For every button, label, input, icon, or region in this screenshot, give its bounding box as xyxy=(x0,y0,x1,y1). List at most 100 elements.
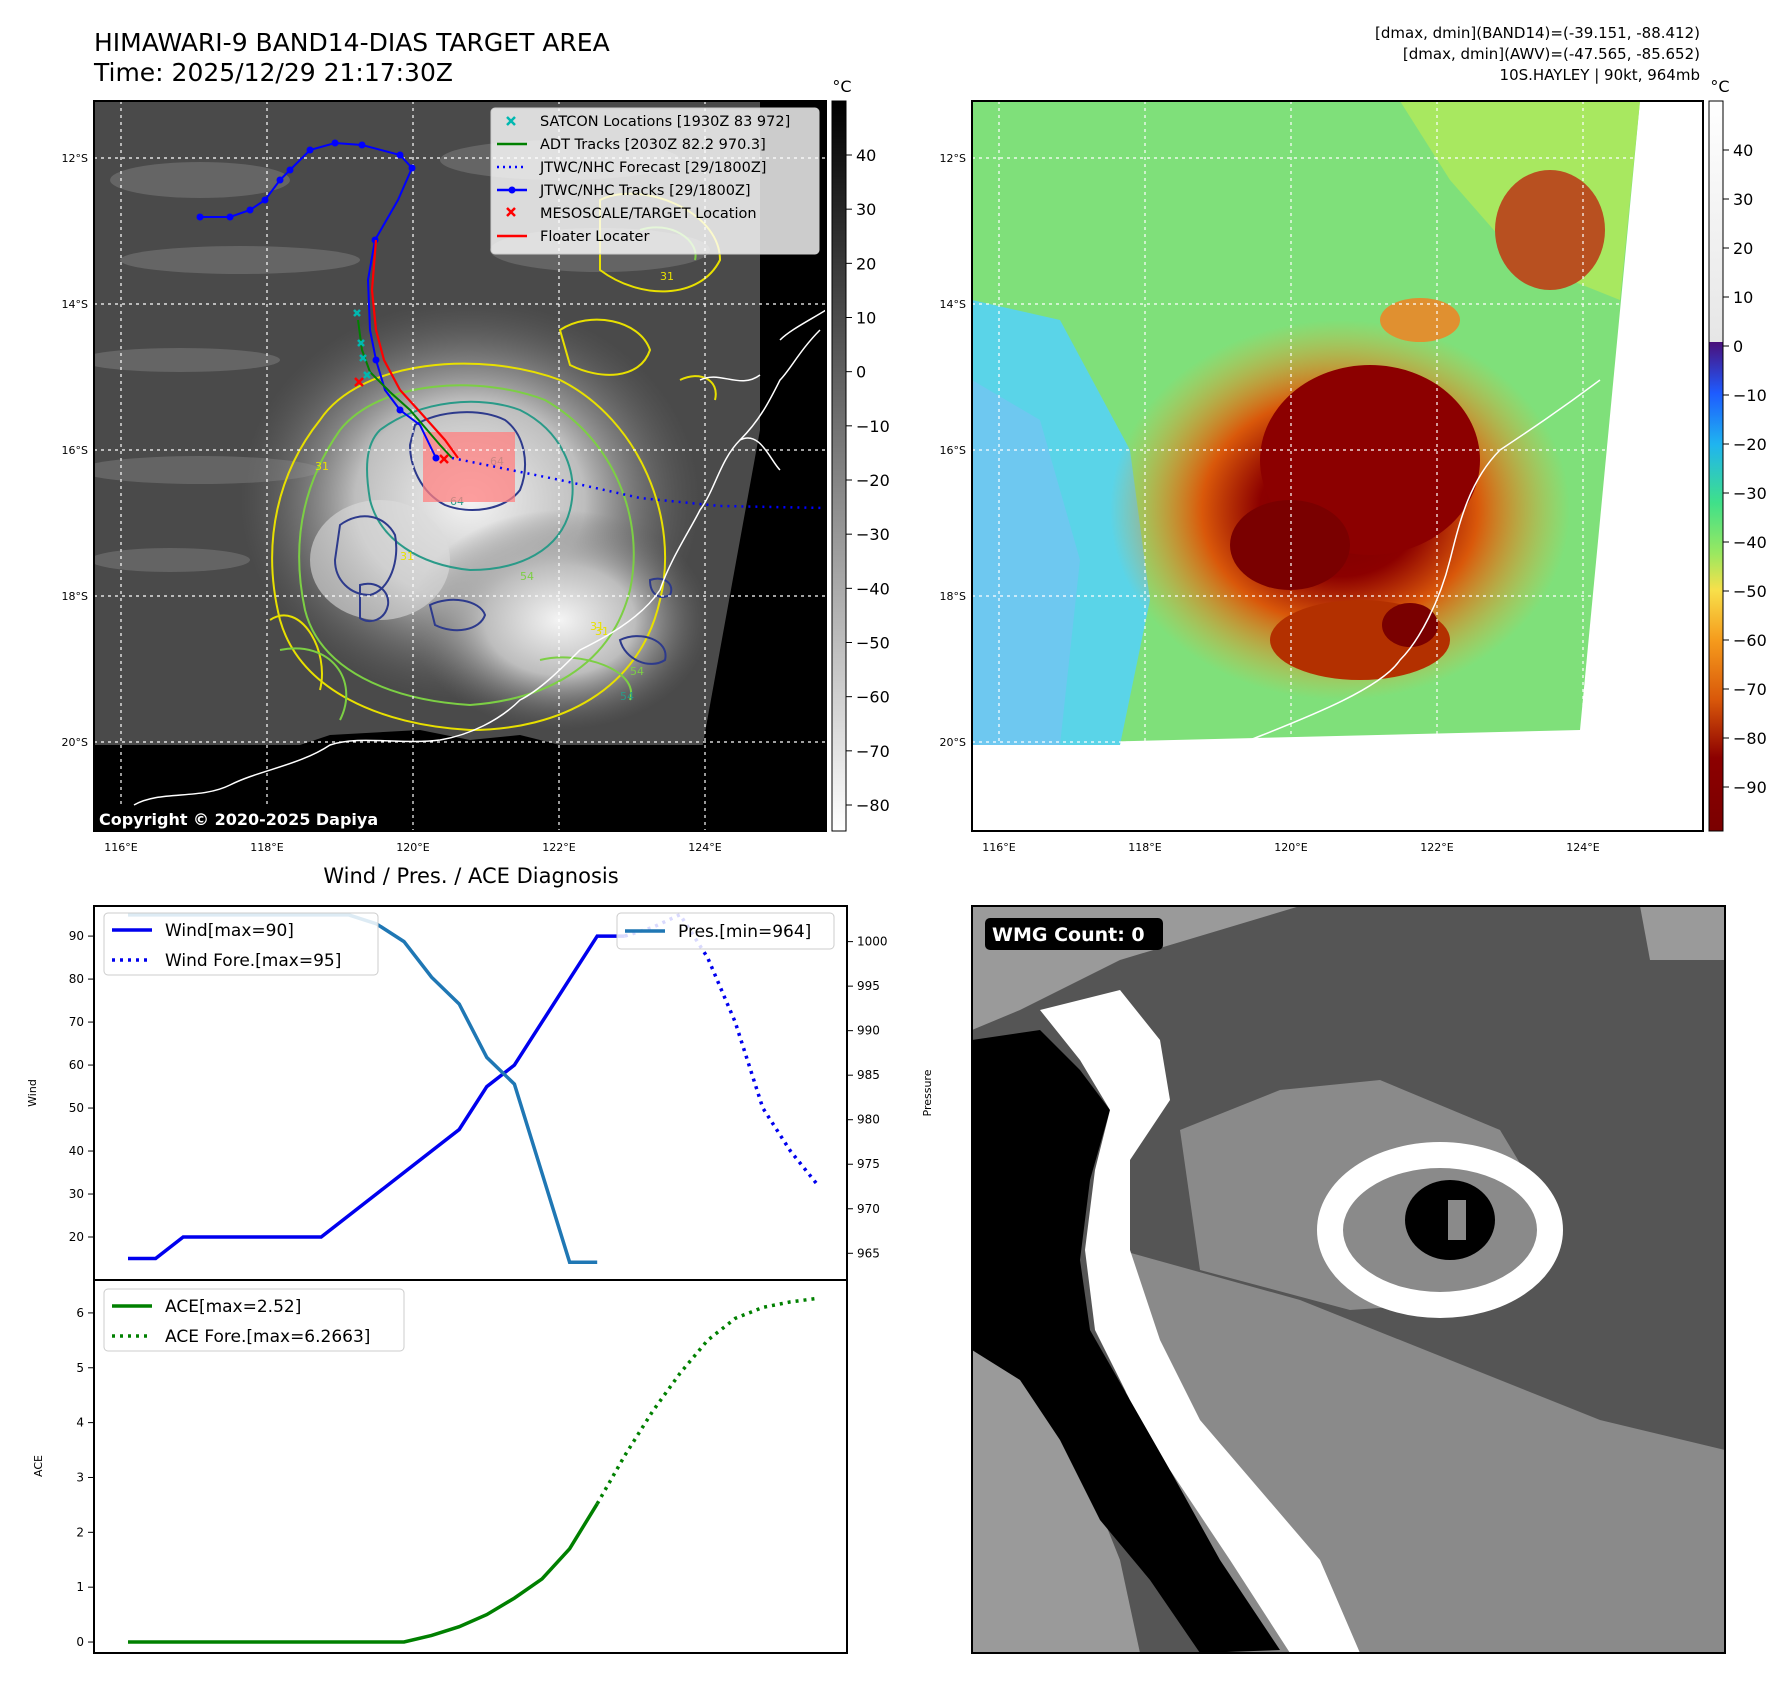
awv-colorbar-unit: °C xyxy=(1710,77,1729,96)
wind-tick: 60 xyxy=(69,1058,84,1072)
lon-tick: 116°E xyxy=(982,841,1015,854)
ir-colorbar-tick: −50 xyxy=(856,634,890,653)
awv-coastline xyxy=(1249,379,1601,741)
lon-tick: 118°E xyxy=(250,841,283,854)
ir-colorbar-tick: 40 xyxy=(856,146,876,165)
ace-series-line xyxy=(595,1296,819,1505)
ir-colorbar-tick: −30 xyxy=(856,525,890,544)
awv-colorbar-tick: −90 xyxy=(1733,778,1767,797)
lon-tick: 118°E xyxy=(1128,841,1161,854)
wind-legend xyxy=(103,912,379,976)
ace-tick: 2 xyxy=(76,1525,84,1539)
pressure-tick: 985 xyxy=(857,1068,880,1082)
ir-offdisk-area xyxy=(694,101,826,831)
lat-tick: 16°S xyxy=(940,444,966,457)
pressure-tick: 965 xyxy=(857,1246,880,1260)
ace-legend xyxy=(103,1288,405,1352)
wmg-black-band xyxy=(972,1030,1280,1653)
wmg-badge xyxy=(985,918,1163,950)
awv-colorbar-tick: 20 xyxy=(1733,239,1753,258)
legend-wind-fore-label: Wind Fore.[max=95] xyxy=(165,951,341,971)
wmg-white-band xyxy=(1040,990,1360,1653)
lat-tick: 12°S xyxy=(62,152,88,165)
lat-tick: 12°S xyxy=(940,152,966,165)
ir-colorbar-tick: −60 xyxy=(856,688,890,707)
ir-colorbar-tick: −20 xyxy=(856,471,890,490)
ace-tick: 3 xyxy=(76,1470,84,1484)
ir-legend: SATCON Locations [1930Z 83 972] ADT Trac… xyxy=(490,107,820,255)
lat-tick: 20°S xyxy=(62,736,88,749)
legend-label: MESOSCALE/TARGET Location xyxy=(540,206,757,222)
wmg-count-label: WMG Count: 0 xyxy=(992,924,1145,946)
ace-tick: 1 xyxy=(76,1580,84,1594)
awv-colorbar-tick: −80 xyxy=(1733,729,1767,748)
wind-tick: 20 xyxy=(69,1230,84,1244)
ir-map-frame xyxy=(93,100,827,832)
ir-colorbar-unit: °C xyxy=(832,77,851,96)
wind-tick: 80 xyxy=(69,972,84,986)
lon-tick: 124°E xyxy=(688,841,721,854)
pressure-tick: 990 xyxy=(857,1024,880,1038)
pressure-tick: 970 xyxy=(857,1202,880,1216)
ir-colorbar-tick: 20 xyxy=(856,254,876,273)
awv-colorbar-tick: −30 xyxy=(1733,484,1767,503)
ace-tick: 5 xyxy=(76,1361,84,1375)
wmg-frame xyxy=(971,905,1726,1654)
legend-ace-label: ACE[max=2.52] xyxy=(165,1297,301,1317)
awv-colorbar-tick: 40 xyxy=(1733,141,1753,160)
awv-colorbar-tick: −50 xyxy=(1733,582,1767,601)
ir-colorbar-tick: −40 xyxy=(856,579,890,598)
ace-chart: 0 1 2 3 4 5 6 ACE ACE[max=2.52] ACE Fore.[max=… xyxy=(32,1279,848,1654)
awv-colorbar-tick: −40 xyxy=(1733,533,1767,552)
satcon-locations xyxy=(353,309,371,379)
contour-label: 31 xyxy=(660,270,674,283)
lon-tick: 122°E xyxy=(1420,841,1453,854)
ace-tick: 6 xyxy=(76,1306,84,1320)
ir-colorbar xyxy=(831,100,847,832)
wind-pres-series-line xyxy=(128,934,625,1261)
ir-colorbar-tick: 30 xyxy=(856,200,876,219)
pressure-tick: 995 xyxy=(857,979,880,993)
awv-colorbar-tick: 0 xyxy=(1733,337,1743,356)
ace-tick: 4 xyxy=(76,1416,84,1430)
legend-label: JTWC/NHC Forecast [29/1800Z] xyxy=(539,160,766,176)
adt-track xyxy=(357,319,453,459)
legend-wind-label: Wind[max=90] xyxy=(165,921,294,941)
figure-title: HIMAWARI-9 BAND14-DIAS TARGET AREA xyxy=(94,28,610,57)
pressure-tick: 1000 xyxy=(857,935,888,949)
wmg-eyewall xyxy=(1317,1142,1563,1318)
lon-tick: 120°E xyxy=(1274,841,1307,854)
wind-pres-chart: 20 30 40 50 60 70 80 90 965 970 975 980 985 990 995 10… xyxy=(26,905,934,1281)
contour-label: 54 xyxy=(620,690,634,703)
ir-map-panel: 31 31 31 31 54 54 64 64 31 54 xyxy=(62,77,890,854)
pressure-tick: 980 xyxy=(857,1113,880,1127)
awv-colorbar-tick: −60 xyxy=(1733,631,1767,650)
lon-tick: 116°E xyxy=(104,841,137,854)
ir-coastline xyxy=(133,329,821,806)
lat-tick: 20°S xyxy=(940,736,966,749)
lon-tick: 122°E xyxy=(542,841,575,854)
awv-colorbar-tick: −10 xyxy=(1733,386,1767,405)
awv-colorbar xyxy=(1708,100,1724,832)
info-band14: [dmax, dmin](BAND14)=(-39.151, -88.412) xyxy=(1375,24,1700,42)
wmg-panel: WMG Count: 0 xyxy=(971,905,1726,1654)
contour-label: 54 xyxy=(520,570,534,583)
legend-label: SATCON Locations [1930Z 83 972] xyxy=(540,114,790,130)
legend-label: Floater Locater xyxy=(540,229,649,245)
wind-tick: 40 xyxy=(69,1144,84,1158)
ir-colorbar-tick: 10 xyxy=(856,309,876,328)
wind-tick: 30 xyxy=(69,1187,84,1201)
contour-label: 31 xyxy=(400,550,414,563)
lat-tick: 14°S xyxy=(940,298,966,311)
lat-tick: 14°S xyxy=(62,298,88,311)
info-storm: 10S.HAYLEY | 90kt, 964mb xyxy=(1500,66,1700,84)
legend-label: JTWC/NHC Tracks [29/1800Z] xyxy=(539,183,751,199)
info-awv: [dmax, dmin](AWV)=(-47.565, -85.652) xyxy=(1403,45,1700,63)
awv-colorbar-tick: 30 xyxy=(1733,190,1753,209)
figure-time: Time: 2025/12/29 21:17:30Z xyxy=(93,58,453,87)
legend-ace-fore-label: ACE Fore.[max=6.2663] xyxy=(165,1327,370,1347)
awv-colorbar-tick: 10 xyxy=(1733,288,1753,307)
lon-tick: 124°E xyxy=(1566,841,1599,854)
ace-tick: 0 xyxy=(76,1635,84,1649)
